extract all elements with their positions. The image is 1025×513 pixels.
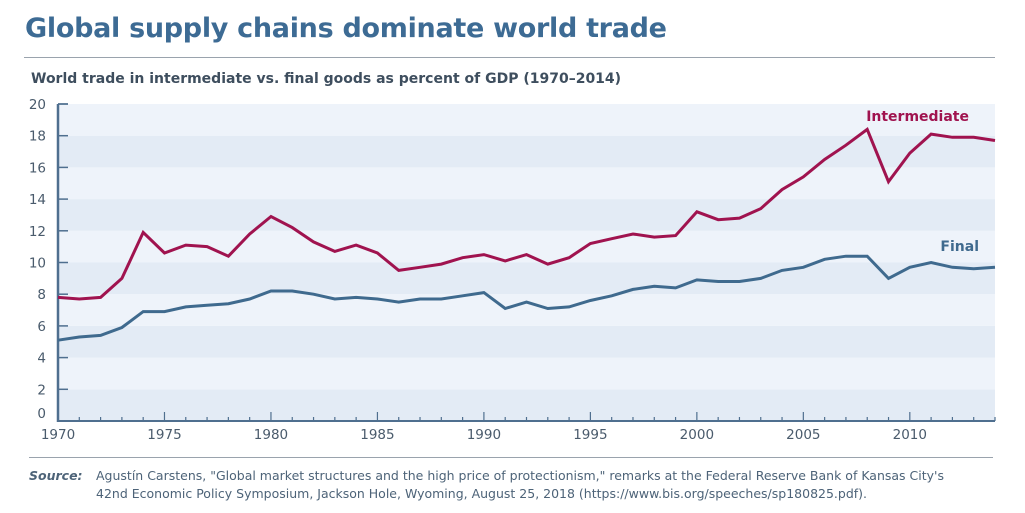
y-tick-label: 0	[37, 406, 46, 422]
chart-title: Global supply chains dominate world trad…	[25, 13, 667, 44]
x-tick-label: 1985	[360, 427, 394, 443]
bottom-divider	[29, 457, 993, 458]
series-lines	[57, 127, 996, 342]
y-axis-ticks: 0 2 4 6 8 10 12 14 16 18 20	[29, 97, 68, 422]
series-label-intermediate: Intermediate	[866, 109, 969, 125]
x-tick-label: 1970	[41, 427, 75, 443]
grid-band	[58, 199, 995, 231]
x-tick-label: 1995	[573, 427, 607, 443]
source-line-2: 42nd Economic Policy Symposium, Jackson …	[96, 486, 868, 501]
x-tick-label: 1980	[254, 427, 288, 443]
y-tick-label: 8	[37, 287, 46, 303]
y-tick-label: 20	[29, 97, 46, 113]
source-line-1: Agustín Carstens, "Global market structu…	[96, 468, 944, 483]
x-tick-label: 2010	[893, 427, 927, 443]
series-labels: Intermediate Final	[866, 109, 979, 255]
y-tick-label: 6	[37, 319, 46, 335]
y-tick-label: 4	[37, 351, 46, 367]
top-divider	[24, 57, 995, 58]
grid-band	[58, 357, 995, 390]
grid-band	[58, 294, 995, 326]
y-tick-label: 14	[29, 192, 46, 208]
y-tick-label: 12	[29, 224, 46, 240]
y-tick-label: 10	[29, 256, 46, 272]
x-tick-label: 1990	[467, 427, 501, 443]
y-tick-label: 18	[29, 129, 46, 145]
x-tick-label: 2005	[786, 427, 820, 443]
series-line-final	[57, 254, 996, 342]
x-tick-label: 2000	[680, 427, 714, 443]
y-tick-label: 16	[29, 160, 46, 176]
source-label: Source:	[29, 468, 83, 483]
grid-band	[58, 262, 995, 295]
series-line-intermediate	[57, 127, 996, 301]
grid-band	[58, 167, 995, 200]
axes	[56, 103, 995, 422]
grid-band	[58, 104, 995, 136]
y-tick-label: 2	[37, 382, 46, 398]
source-text: Agustín Carstens, "Global market structu…	[96, 467, 1016, 503]
grid-band	[58, 325, 995, 358]
grid-band	[58, 389, 995, 421]
series-label-final: Final	[940, 239, 979, 255]
background-bands	[58, 104, 995, 421]
x-tick-label: 1975	[147, 427, 181, 443]
chart-subtitle: World trade in intermediate vs. final go…	[31, 71, 622, 87]
x-axis-ticks: 1970 1975 1980 1985 1990 1995 2000 2005 2010	[41, 412, 996, 443]
